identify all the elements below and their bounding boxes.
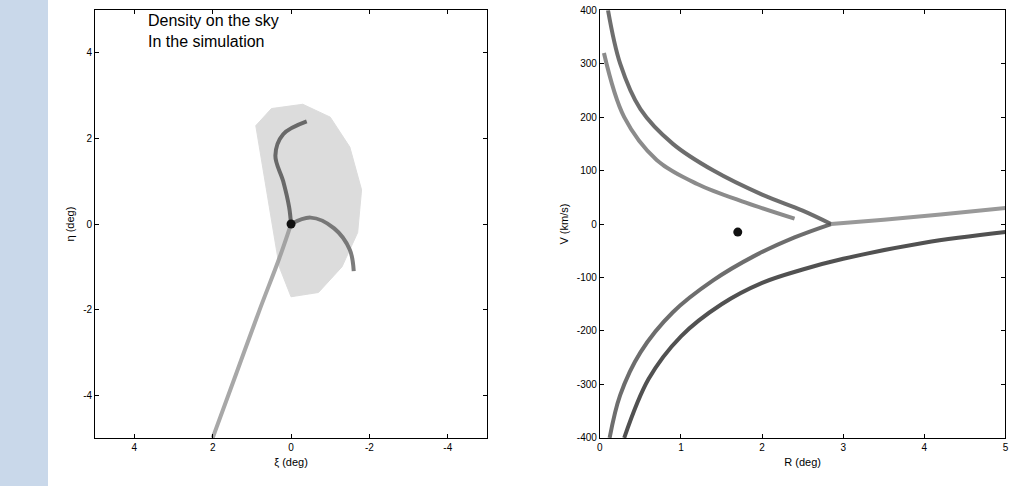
- svg-text:5: 5: [1003, 442, 1009, 453]
- svg-text:ξ (deg): ξ (deg): [274, 456, 308, 468]
- svg-text:0: 0: [288, 442, 294, 453]
- svg-text:V (km/s): V (km/s): [558, 204, 570, 245]
- svg-text:-100: -100: [577, 272, 597, 283]
- svg-text:1: 1: [678, 442, 684, 453]
- svg-text:3: 3: [840, 442, 846, 453]
- svg-text:4: 4: [132, 442, 138, 453]
- svg-text:-400: -400: [577, 432, 597, 443]
- svg-text:0: 0: [591, 219, 597, 230]
- svg-text:2: 2: [210, 442, 216, 453]
- svg-text:2: 2: [87, 133, 93, 144]
- svg-text:-4: -4: [443, 442, 452, 453]
- svg-text:300: 300: [580, 58, 597, 69]
- svg-text:-300: -300: [577, 379, 597, 390]
- svg-text:4: 4: [922, 442, 928, 453]
- svg-text:Density on the skyIn the simul: Density on the skyIn the simulation: [148, 12, 279, 50]
- svg-text:-200: -200: [577, 325, 597, 336]
- svg-text:R (deg): R (deg): [784, 456, 821, 468]
- svg-text:-2: -2: [365, 442, 374, 453]
- svg-text:η (deg): η (deg): [64, 207, 76, 242]
- svg-text:2: 2: [759, 442, 765, 453]
- svg-text:0: 0: [87, 219, 93, 230]
- svg-text:4: 4: [87, 47, 93, 58]
- svg-text:100: 100: [580, 165, 597, 176]
- svg-text:-2: -2: [83, 304, 92, 315]
- svg-text:-4: -4: [83, 390, 92, 401]
- svg-text:0: 0: [597, 442, 603, 453]
- svg-text:200: 200: [580, 112, 597, 123]
- svg-text:400: 400: [580, 5, 597, 16]
